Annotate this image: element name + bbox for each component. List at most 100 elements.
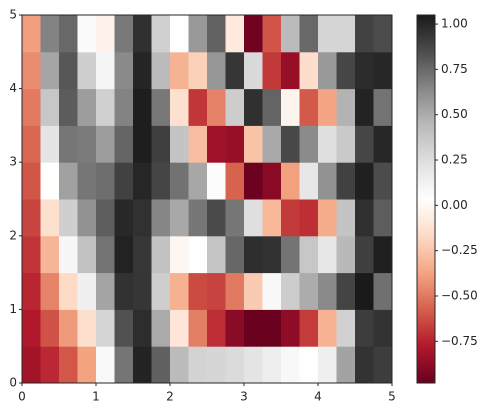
heatmap-cell [188,88,208,126]
heatmap-cell [22,162,41,200]
heatmap-cell [59,346,78,384]
heatmap-cell [22,272,41,310]
heatmap-cell [133,235,152,274]
heatmap-cell [281,272,300,310]
heatmap-cell [355,235,374,274]
heatmap-cell [355,162,374,200]
heatmap-cell [170,162,189,200]
heatmap-cell [96,346,115,384]
heatmap-cell [188,346,208,384]
heatmap-cell [188,272,208,310]
heatmap-cell [188,162,208,200]
colorbar-tick-label: −0.50 [441,288,478,302]
heatmap-cell [114,51,134,90]
heatmap-cell [96,162,115,200]
heatmap-cell [355,15,374,53]
heatmap-cell [207,309,226,347]
heatmap-cell [262,125,282,163]
heatmap-cell [299,272,319,310]
heatmap-cell [373,15,393,53]
heatmap-cell [225,15,245,53]
y-tick-label: 5 [9,8,17,22]
heatmap-cell [336,235,356,274]
heatmap-cell [262,88,282,126]
x-tick-label: 3 [240,390,248,404]
heatmap-cell [22,51,41,90]
heatmap-cell [281,346,300,384]
heatmap-cell [59,199,78,237]
heatmap-cell [318,15,337,53]
heatmap-cell [373,346,393,384]
heatmap-cell [96,88,115,126]
heatmap-cell [373,51,393,90]
heatmap-cell [170,199,189,237]
heatmap-cell [244,125,263,163]
heatmap-cell [77,272,97,310]
heatmap-cell [170,88,189,126]
heatmap-cell [262,162,282,200]
heatmap-cell [151,125,171,163]
colorbar-tick-label: 1.00 [441,17,468,31]
colorbar-tick-label: −0.75 [441,334,478,348]
heatmap-cell [336,162,356,200]
colorbar-tick-label: 0.75 [441,62,468,76]
heatmap-cell [96,272,115,310]
heatmap-cell [40,272,60,310]
heatmap-cell [151,51,171,90]
heatmap-cell [225,235,245,274]
heatmap-cell [22,346,41,384]
heatmap-cell [207,346,226,384]
heatmap-cell [59,88,78,126]
heatmap-cell [373,235,393,274]
heatmap-cell [318,235,337,274]
heatmap-cell [318,162,337,200]
heatmap-cell [262,51,282,90]
heatmap-cell [225,162,245,200]
x-tick-label: 5 [388,390,396,404]
heatmap-cell [318,309,337,347]
colorbar [416,14,436,384]
heatmap-cell [96,309,115,347]
heatmap-cell [336,199,356,237]
heatmap-cell [77,88,97,126]
heatmap-cell [299,15,319,53]
heatmap-cell [77,51,97,90]
heatmap-cell [318,88,337,126]
heatmap-cell [114,88,134,126]
heatmap-cell [170,15,189,53]
heatmap-cell [299,51,319,90]
heatmap-cell [151,309,171,347]
heatmap-cell [77,346,97,384]
heatmap-cell [40,88,60,126]
heatmap-cell [299,88,319,126]
heatmap-cell [355,199,374,237]
x-tick-label: 4 [314,390,322,404]
heatmap [22,15,393,384]
heatmap-cell [22,309,41,347]
colorbar-tick-label: −0.25 [441,243,478,257]
heatmap-cell [225,346,245,384]
heatmap-cell [96,235,115,274]
heatmap-cell [22,88,41,126]
heatmap-cell [281,51,300,90]
y-tick-label: 0 [9,376,17,390]
heatmap-cell [77,235,97,274]
heatmap-cell [77,162,97,200]
heatmap-cell [281,88,300,126]
heatmap-cell [96,125,115,163]
heatmap-cell [77,15,97,53]
heatmap-cell [114,235,134,274]
heatmap-cell [151,88,171,126]
heatmap-cell [281,199,300,237]
y-tick-label: 1 [9,302,17,316]
heatmap-cell [133,51,152,90]
heatmap-cell [96,15,115,53]
heatmap-cell [59,272,78,310]
y-tick-label: 2 [9,228,17,242]
heatmap-cell [299,199,319,237]
x-tick-label: 0 [18,390,26,404]
heatmap-cell [133,346,152,384]
heatmap-cell [336,15,356,53]
heatmap-cell [225,309,245,347]
